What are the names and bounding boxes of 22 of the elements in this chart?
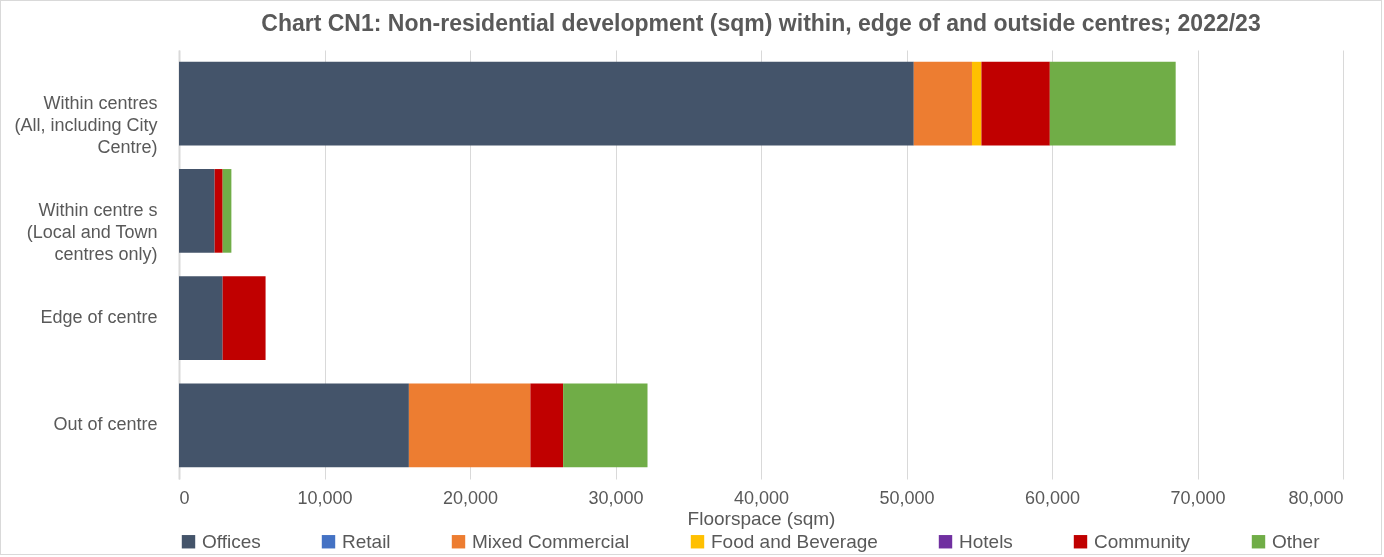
legend-label: Community	[1094, 530, 1191, 552]
y-tick-label: Within centre s (Local and Town centres only)	[26, 199, 158, 264]
x-tick-label: 40,000	[733, 487, 790, 508]
x-tick-label: 60,000	[1024, 487, 1081, 508]
legend-label: Retail	[342, 530, 391, 552]
legend-label: Offices	[202, 530, 261, 552]
legend-label: Food and Beverage	[711, 530, 878, 552]
y-tick-label: Within centres (All, including City Centre)	[14, 92, 158, 157]
y-tick-label: Edge of centre	[40, 307, 158, 328]
y-tick-label: Out of centre	[53, 414, 158, 435]
x-tick-label: 70,000	[1170, 487, 1226, 508]
x-tick-label: 10,000	[297, 487, 353, 508]
legend-label: Mixed Commercial	[472, 530, 630, 552]
x-tick-label: 50,000	[879, 487, 935, 508]
x-tick-label: 30,000	[588, 487, 644, 508]
legend-label: Other	[1272, 530, 1321, 552]
x-tick-label: 0	[179, 487, 190, 508]
legend-label: Hotels	[959, 530, 1013, 552]
x-tick-label: 20,000	[442, 487, 499, 508]
x-axis-title: Floorspace (sqm)	[687, 507, 836, 529]
chart-title: Chart CN1: Non-residential development (sqm) within, edge of and outside centres; 2022/23	[261, 10, 1261, 36]
x-tick-label: 80,000	[1288, 487, 1344, 508]
